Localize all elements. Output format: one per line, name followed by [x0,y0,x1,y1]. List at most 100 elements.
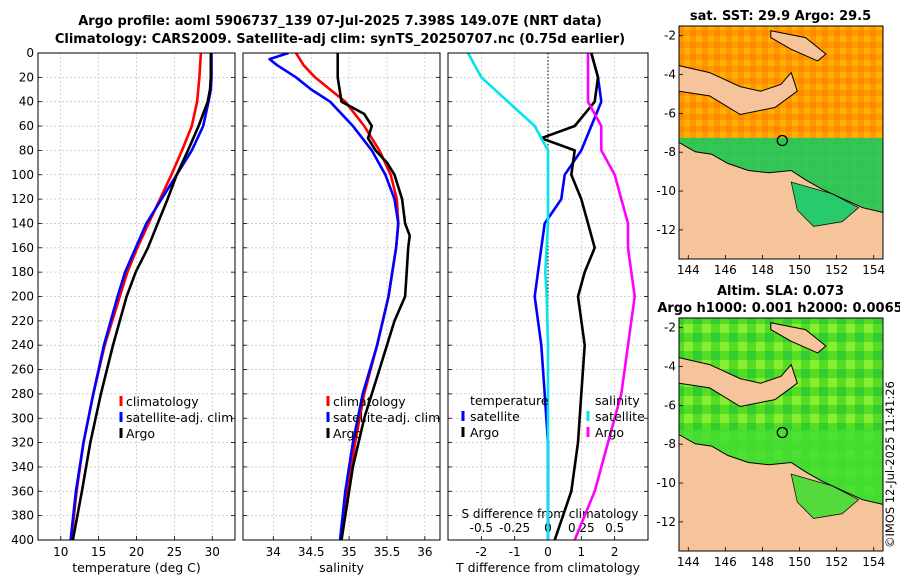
x-axis-label: salinity [319,560,364,575]
map-y-tick-label: -2 [664,321,676,335]
argo-location-marker [776,426,788,439]
legend-label: satellite-adj. clim [126,410,233,425]
s-diff-tick-label: 0.25 [568,521,595,535]
map-y-tick-label: -6 [664,398,676,412]
map-y-tick-label: -4 [664,360,676,374]
y-tick-label: 140 [11,216,34,230]
profile-panel-3: -2 -1 0 1 2-0.5 -0.25 0 0.25 0.5S difference fro… [447,52,649,575]
y-tick-label: 180 [11,265,34,279]
map-y-tick-label: -4 [664,68,676,82]
legend-label: satellite-adj. clim [333,410,440,425]
map-x-tick-label: 154 [862,263,885,277]
y-tick-label: 100 [11,168,34,182]
legend-title-salinity: salinity [595,393,640,408]
map-inlet [790,473,860,519]
map-y-tick-label: -12 [656,223,676,237]
map-x-tick-label: 152 [825,555,848,569]
map-y-tick-label: -8 [664,437,676,451]
sla-map-title-line1: Altim. SLA: 0.073 [717,284,844,299]
plot-frame [447,52,649,541]
s-diff-tick-label: -0.5 [470,521,493,535]
legend-title-temperature: temperature [470,393,549,408]
map-x-tick-label: 154 [862,555,885,569]
legend-label: climatology [126,394,199,409]
argo-location-marker [776,134,788,147]
x-tick-label: 30 [205,545,220,559]
x-tick-label: 15 [91,545,106,559]
y-tick-label: 200 [11,290,34,304]
x-tick-label: 34 [266,545,281,559]
map-x-tick-label: 146 [714,263,737,277]
series-line-argo [336,53,412,540]
x-tick-label: -1 [509,545,521,559]
map-y-tick-label: -8 [664,145,676,159]
y-tick-label: 340 [11,460,34,474]
land-new-ireland [770,30,827,62]
sst-map: 144 146 148 150 152 154 -2 -4 -6 -8 -10 -12 [656,25,885,277]
map-x-tick-label: 144 [677,263,700,277]
s-diff-axis-label: S difference from climatology [462,507,639,521]
y-tick-label: 260 [11,363,34,377]
x-tick-label: 25 [167,545,182,559]
map-y-tick-label: -10 [656,476,676,490]
legend-label: Argo [470,425,499,440]
y-tick-label: 40 [19,95,34,109]
y-tick-label: 320 [11,436,34,450]
y-tick-label: 360 [11,484,34,498]
y-tick-label: 280 [11,387,34,401]
legend-label: satellite [470,409,520,424]
map-y-tick-label: -10 [656,184,676,198]
map-frame [678,317,884,552]
y-tick-label: 380 [11,509,34,523]
x-tick-label: 1 [578,545,586,559]
y-tick-label: 60 [19,119,34,133]
legend-label: Argo [333,426,362,441]
map-x-tick-label: 150 [788,555,811,569]
y-tick-label: 240 [11,338,34,352]
sla-map: 144 146 148 150 152 154 -2 -4 -6 -8 -10 -12 [656,317,885,569]
legend-label: Argo [595,425,624,440]
chart-title-line1: Argo profile: aoml 5906737_139 07-Jul-20… [78,14,602,29]
y-tick-label: 400 [11,533,34,547]
series-line-t-argo [539,53,600,540]
land-new-ireland [770,322,827,354]
y-tick-label: 0 [26,46,34,60]
map-y-tick-label: -12 [656,515,676,529]
y-tick-label: 20 [19,70,34,84]
plot-frame [37,52,236,541]
series-line-argo [71,53,213,540]
chart-title-line2: Climatology: CARS2009. Satellite-adj cli… [54,32,626,47]
x-tick-label: 35.5 [374,545,401,559]
map-frame [678,25,884,260]
legend-label: Argo [126,426,155,441]
s-diff-tick-label: -0.25 [499,521,530,535]
x-axis-label: T difference from climatology [455,560,641,575]
y-tick-label: 220 [11,314,34,328]
y-tick-label: 120 [11,192,34,206]
series-line-s-satellite [466,53,550,540]
x-tick-label: 36 [417,545,432,559]
sst-map-title: sat. SST: 29.9 Argo: 29.5 [689,9,872,24]
x-tick-label: 2 [611,545,619,559]
y-tick-label: 160 [11,241,34,255]
map-x-tick-label: 144 [677,555,700,569]
x-tick-label: 10 [53,545,68,559]
map-x-tick-label: 148 [751,555,774,569]
series-line-s-argo [573,53,637,540]
land-new-britain [678,64,798,116]
x-tick-label: 35 [341,545,356,559]
sla-map-title-line2: Argo h1000: 0.001 h2000: 0.0065 [657,301,900,316]
land-new-britain [678,356,798,408]
x-tick-label: 0 [544,545,552,559]
map-x-tick-label: 152 [825,263,848,277]
x-axis-label: temperature (deg C) [72,560,201,575]
s-diff-tick-label: 0.5 [605,521,624,535]
x-tick-label: -2 [475,545,487,559]
plot-frame [242,52,441,541]
map-x-tick-label: 146 [714,555,737,569]
map-y-tick-label: -2 [664,29,676,43]
series-line-satellite-adj-clim [268,53,400,540]
x-tick-label: 20 [129,545,144,559]
y-tick-label: 300 [11,411,34,425]
